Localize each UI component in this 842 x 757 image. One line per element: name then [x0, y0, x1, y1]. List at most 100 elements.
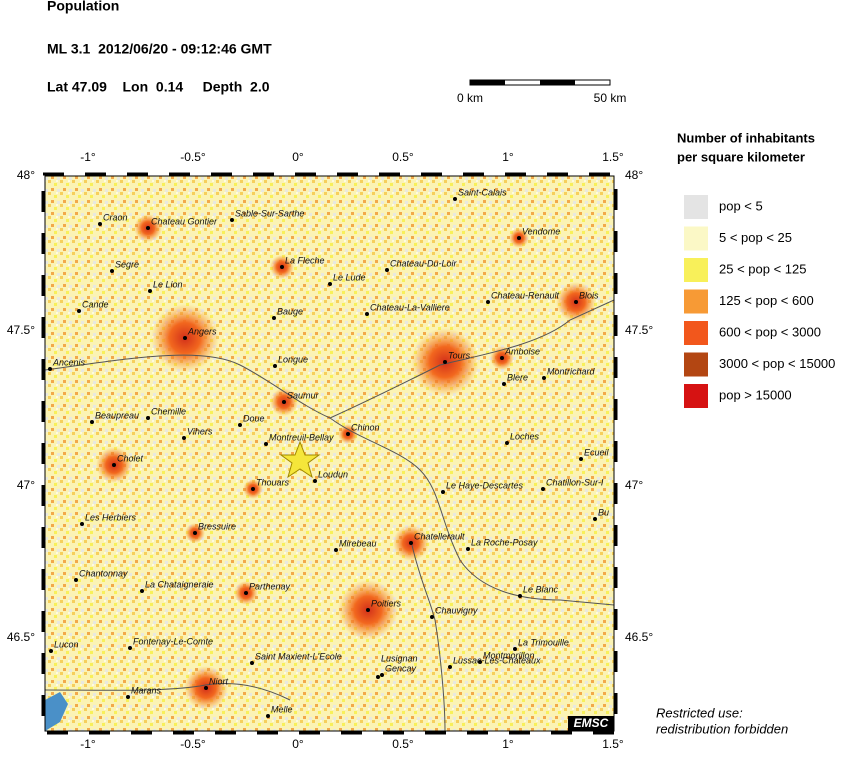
town-label: Montreuil-Bellay	[269, 432, 334, 442]
town-label: Melle	[271, 704, 293, 714]
lon-label: -1°	[80, 737, 96, 751]
legend-label: pop > 15000	[719, 387, 792, 402]
town-label: Montrichard	[547, 366, 596, 376]
town-dot	[500, 356, 504, 360]
town-label: Angers	[187, 326, 217, 336]
town-dot	[478, 660, 482, 664]
town-label: Cande	[82, 299, 109, 309]
lat-label: 46.5°	[625, 630, 653, 644]
title: Population	[47, 0, 119, 14]
town-label: Le Blanc	[523, 584, 559, 594]
town-label: Mirebeau	[339, 538, 377, 548]
town-label: Saumur	[287, 390, 320, 400]
footer: redistribution forbidden	[656, 721, 788, 736]
legend-swatch	[684, 384, 708, 408]
town-label: Loudun	[318, 469, 348, 479]
town-label: Chatellerault	[414, 531, 465, 541]
town-dot	[182, 436, 186, 440]
legend-swatch	[684, 289, 708, 314]
town-dot	[505, 441, 509, 445]
town-label: Bauge	[277, 306, 303, 316]
footer: Restricted use:	[656, 705, 743, 720]
lon-label: -1°	[80, 150, 96, 164]
legend-swatch	[684, 321, 708, 345]
town-dot	[140, 589, 144, 593]
town-dot	[541, 487, 545, 491]
town-label: Longue	[278, 354, 308, 364]
town-label: Le Haye-Descartes	[446, 480, 524, 490]
town-label: Craon	[103, 212, 128, 222]
town-dot	[273, 364, 277, 368]
town-dot	[518, 594, 522, 598]
town-label: Sable-Sur-Sarthe	[235, 208, 304, 218]
legend-label: 3000 < pop < 15000	[719, 356, 835, 371]
town-dot	[204, 686, 208, 690]
town-label: Saint Maxient-L'Ecole	[255, 651, 342, 661]
legend-label: 600 < pop < 3000	[719, 324, 821, 339]
town-dot	[430, 615, 434, 619]
town-label: Segre	[115, 259, 139, 269]
town-label: Chateau-La-Valliere	[370, 302, 450, 312]
town-dot	[110, 269, 114, 273]
town-label: Beaupreau	[95, 410, 139, 420]
town-dot	[376, 675, 380, 679]
town-label: Gencay	[385, 663, 417, 673]
lat-label: 47.5°	[7, 323, 35, 337]
town-dot	[128, 646, 132, 650]
town-label: La Chataigneraie	[145, 579, 214, 589]
town-label: Vendome	[522, 226, 560, 236]
town-label: Ancenis	[52, 357, 86, 367]
town-dot	[230, 218, 234, 222]
town-dot	[238, 423, 242, 427]
lon-label: -0.5°	[180, 150, 206, 164]
town-dot	[513, 647, 517, 651]
lat-label: 47°	[625, 478, 643, 492]
town-dot	[517, 236, 521, 240]
lat-label: 47.5°	[625, 323, 653, 337]
location-info: Lat 47.09 Lon 0.14 Depth 2.0	[47, 79, 270, 95]
legend-label: 5 < pop < 25	[719, 230, 792, 245]
legend-label: 125 < pop < 600	[719, 293, 814, 308]
scale-start: 0 km	[457, 91, 483, 105]
town-dot	[365, 312, 369, 316]
town-dot	[193, 531, 197, 535]
town-label: Les Herbiers	[85, 512, 137, 522]
town-dot	[574, 300, 578, 304]
town-dot	[466, 547, 470, 551]
lon-label: 0°	[292, 737, 304, 751]
lat-label: 48°	[17, 168, 35, 182]
town-label: Poitiers	[371, 598, 402, 608]
town-dot	[443, 360, 447, 364]
town-label: Amboise	[504, 346, 540, 356]
town-dot	[48, 367, 52, 371]
town-dot	[579, 457, 583, 461]
town-dot	[282, 400, 286, 404]
lon-label: 0.5°	[392, 150, 414, 164]
town-dot	[90, 420, 94, 424]
town-dot	[486, 300, 490, 304]
town-label: Lucon	[54, 639, 79, 649]
town-label: Vihers	[187, 426, 213, 436]
town-dot	[98, 222, 102, 226]
town-dot	[251, 487, 255, 491]
town-label: Saint-Calais	[458, 187, 507, 197]
town-label: Montmorillon	[483, 650, 535, 660]
lon-label: 0°	[292, 150, 304, 164]
town-dot	[77, 309, 81, 313]
town-label: Bu	[598, 507, 609, 517]
town-label: Fontenay-Le-Comte	[133, 636, 213, 646]
legend-label: 25 < pop < 125	[719, 261, 806, 276]
town-label: Bressuire	[198, 521, 236, 531]
town-dot	[366, 608, 370, 612]
town-dot	[542, 376, 546, 380]
town-dot	[112, 463, 116, 467]
town-label: Chateau Gontier	[151, 216, 218, 226]
town-label: Lusignan	[381, 653, 418, 663]
legend-swatch	[684, 352, 708, 377]
town-label: Doue	[243, 413, 265, 423]
town-label: Niort	[209, 676, 229, 686]
town-label: Marans	[131, 685, 162, 695]
lon-label: -0.5°	[180, 737, 206, 751]
lon-label: 1°	[502, 737, 514, 751]
